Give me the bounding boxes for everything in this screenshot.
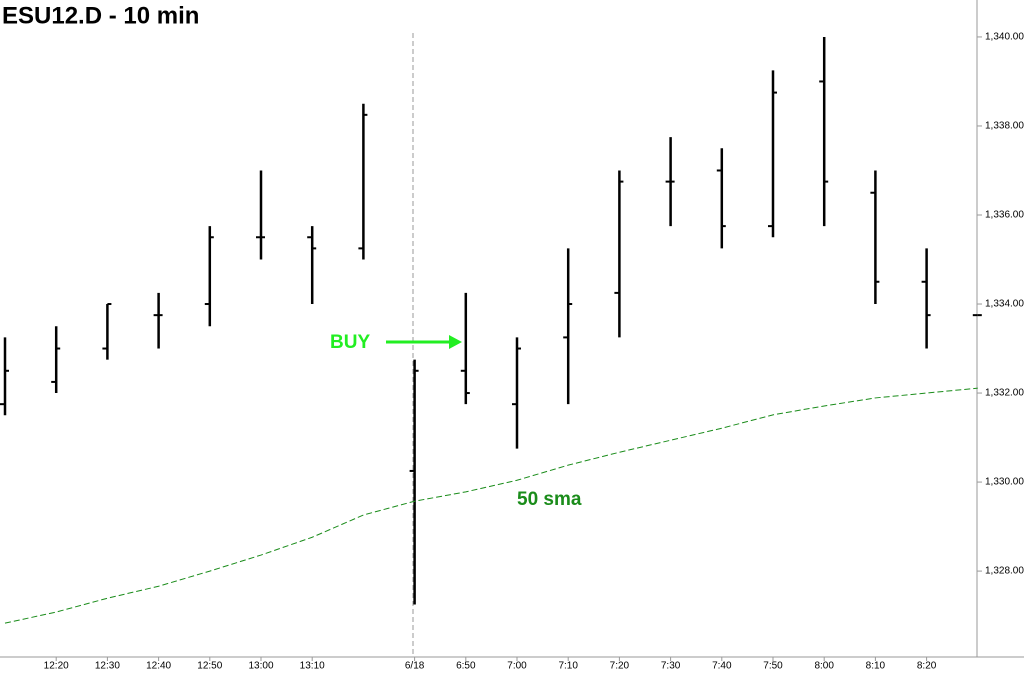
x-tick-label: 12:30 — [95, 661, 120, 672]
x-tick-label: 7:40 — [712, 661, 732, 672]
x-tick-label: 12:50 — [197, 661, 222, 672]
x-tick-label: 12:40 — [146, 661, 171, 672]
y-tick-label: 1,340.00 — [985, 32, 1024, 43]
x-tick-label: 8:20 — [917, 661, 937, 672]
annotation-arrowhead — [449, 335, 462, 349]
y-tick-label: 1,336.00 — [985, 210, 1024, 221]
x-tick-label: 8:10 — [866, 661, 886, 672]
x-tick-label: 7:00 — [507, 661, 527, 672]
x-tick-label: 12:20 — [44, 661, 69, 672]
y-tick-label: 1,334.00 — [985, 299, 1024, 310]
x-tick-label: 8:00 — [814, 661, 834, 672]
y-tick-label: 1,332.00 — [985, 388, 1024, 399]
x-tick-label: 7:10 — [558, 661, 578, 672]
x-tick-label: 13:00 — [248, 661, 273, 672]
x-tick-label: 7:50 — [763, 661, 783, 672]
sma-label: 50 sma — [517, 489, 582, 510]
y-tick-label: 1,330.00 — [985, 477, 1024, 488]
chart-title: ESU12.D - 10 min — [2, 2, 199, 29]
x-tick-label: 7:20 — [610, 661, 630, 672]
annotation-text: BUY — [330, 332, 370, 353]
x-tick-label: 6:50 — [456, 661, 476, 672]
x-tick-label: 13:10 — [300, 661, 325, 672]
x-tick-label: 6/18 — [405, 661, 425, 672]
y-tick-label: 1,338.00 — [985, 121, 1024, 132]
sma-line — [4, 387, 978, 624]
x-tick-label: 7:30 — [661, 661, 681, 672]
y-tick-label: 1,328.00 — [985, 566, 1024, 577]
